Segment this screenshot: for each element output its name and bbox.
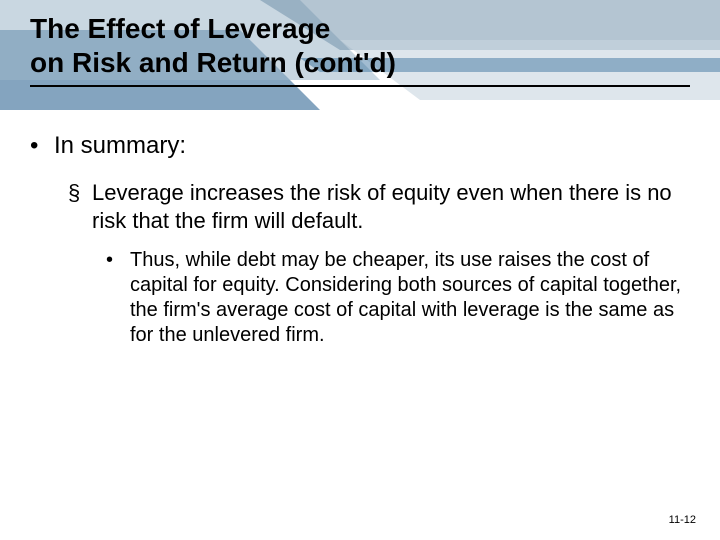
bullet-symbol: §: [68, 179, 92, 234]
bullet-text: Thus, while debt may be cheaper, its use…: [130, 248, 690, 348]
bullet-level3: • Thus, while debt may be cheaper, its u…: [106, 248, 690, 348]
title-underline: [30, 85, 690, 87]
bullet-level1: • In summary:: [30, 130, 690, 161]
bullet-symbol: •: [106, 248, 130, 348]
bullet-level2: § Leverage increases the risk of equity …: [68, 179, 690, 234]
slide-title: The Effect of Leverage on Risk and Retur…: [30, 12, 690, 79]
bullet-symbol: •: [30, 130, 54, 161]
bullet-text: In summary:: [54, 130, 186, 161]
title-line2: on Risk and Return (cont'd): [30, 47, 396, 78]
title-line1: The Effect of Leverage: [30, 13, 330, 44]
title-area: The Effect of Leverage on Risk and Retur…: [30, 12, 690, 87]
bullet-text: Leverage increases the risk of equity ev…: [92, 179, 690, 234]
slide-number: 11-12: [669, 514, 696, 526]
slide: The Effect of Leverage on Risk and Retur…: [0, 0, 720, 540]
content-area: • In summary: § Leverage increases the r…: [30, 130, 690, 360]
